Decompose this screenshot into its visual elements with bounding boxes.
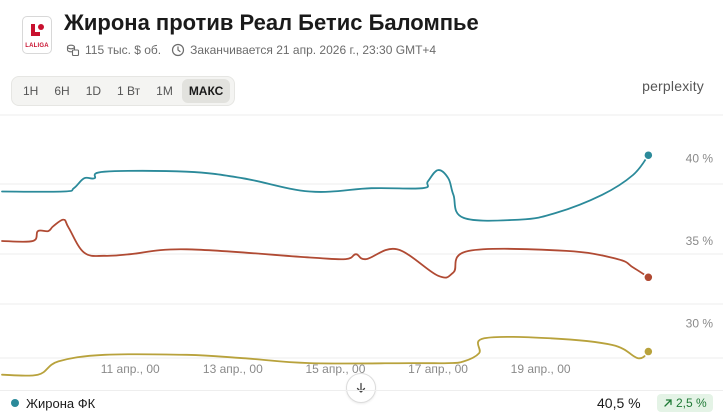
legend-name: Жирона ФК — [26, 396, 96, 411]
y-tick-label: 40 % — [686, 152, 714, 166]
tab-1w[interactable]: 1 Вт — [117, 84, 141, 98]
end-date-text: Заканчивается 21 апр. 2026 г., 23:30 GMT… — [190, 43, 437, 57]
clock-icon — [171, 43, 185, 57]
logo-text: LALIGA — [25, 42, 49, 49]
series-line-1 — [1, 218, 650, 279]
y-tick-label: 35 % — [686, 234, 714, 248]
arrow-up-right-icon — [664, 399, 672, 407]
legend-change-badge: 2,5 % — [657, 394, 713, 412]
laliga-logo-icon — [31, 23, 44, 36]
y-tick-label: 30 % — [686, 317, 714, 331]
series-line-0 — [1, 154, 650, 222]
price-chart: 40 % 35 % 30 % 11 апр., 00 13 апр., 00 15 апр… — [0, 114, 723, 377]
series-line-2 — [1, 335, 650, 377]
laliga-logo: LALIGA — [22, 16, 52, 54]
x-tick-label: 11 апр., 00 — [101, 362, 160, 376]
perplexity-brand: perplexity — [642, 78, 704, 94]
time-range-tabs: 1Н 6Н 1D 1 Вт 1М МАКС — [11, 76, 236, 106]
tab-1h[interactable]: 1Н — [23, 84, 39, 98]
market-meta: 115 тыс. $ об. Заканчивается 21 апр. 202… — [66, 43, 436, 57]
series-end-point-1 — [643, 272, 654, 283]
tab-1m[interactable]: 1М — [156, 84, 173, 98]
legend-change-value: 2,5 % — [676, 396, 707, 410]
volume-text: 115 тыс. $ об. — [85, 43, 162, 57]
tab-max[interactable]: МАКС — [181, 79, 231, 103]
tab-6h[interactable]: 6Н — [54, 84, 70, 98]
market-title: Жирона против Реал Бетис Баломпье — [64, 10, 479, 35]
x-tick-label: 13 апр., 00 — [203, 362, 263, 376]
series-end-point-2 — [643, 346, 654, 357]
tab-1d[interactable]: 1D — [85, 84, 102, 98]
legend-dot — [11, 399, 19, 407]
x-tick-label: 19 апр., 00 — [511, 362, 571, 376]
scroll-down-button[interactable] — [346, 373, 376, 403]
series-end-point-0 — [643, 149, 654, 161]
legend-value: 40,5 % — [597, 395, 641, 411]
x-tick-label: 17 апр., 00 — [408, 362, 468, 376]
coins-icon — [66, 43, 80, 57]
legend-row[interactable]: Жирона ФК 40,5 % 2,5 % — [0, 390, 723, 416]
x-tick-label: 15 апр., 00 — [305, 362, 365, 376]
